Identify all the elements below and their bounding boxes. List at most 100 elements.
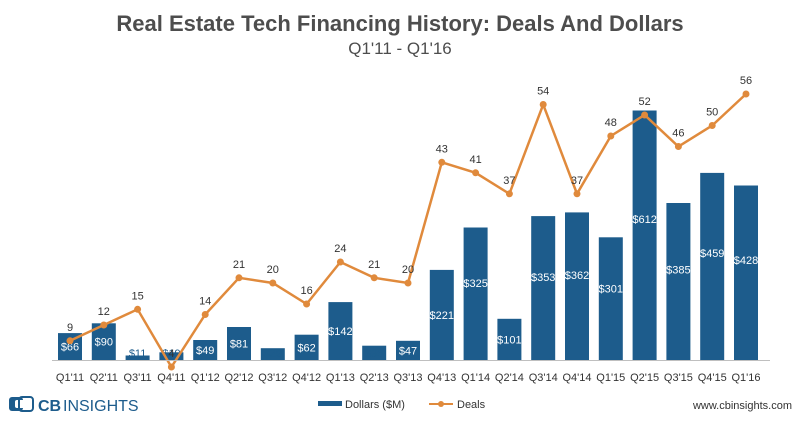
legend-dollars-swatch (318, 401, 342, 406)
bar-6 (260, 348, 285, 360)
deal-point-15 (573, 190, 581, 198)
deal-value-label-7: 16 (300, 285, 312, 297)
legend: Dollars ($M) Deals (318, 399, 486, 411)
bar-value-label-5: $81 (230, 339, 248, 351)
bar-7 (294, 334, 319, 360)
x-tick-label-7: Q4'12 (292, 372, 321, 384)
deal-value-label-19: 50 (706, 107, 718, 119)
deal-value-label-4: 14 (199, 296, 211, 308)
deal-value-label-11: 43 (436, 143, 448, 155)
legend-dollars-label: Dollars ($M) (345, 399, 405, 411)
logo-insights-text: INSIGHTS (63, 398, 139, 415)
bar-value-label-18: $385 (666, 265, 690, 277)
bar-value-label-0: $66 (61, 342, 79, 354)
deal-point-1 (100, 321, 108, 329)
bar-value-label-19: $459 (700, 248, 724, 260)
bar-value-label-20: $428 (734, 255, 758, 267)
bar-value-label-6: $29 (264, 348, 282, 360)
deal-value-label-15: 37 (571, 175, 583, 187)
deal-value-label-6: 20 (267, 264, 279, 276)
bar-value-label-16: $301 (599, 284, 623, 296)
deal-value-label-18: 46 (672, 128, 684, 140)
deal-value-label-20: 56 (740, 75, 752, 87)
bar-value-label-9: $35 (365, 348, 383, 360)
x-tick-label-8: Q1'13 (326, 372, 355, 384)
deal-point-2 (134, 305, 142, 313)
bar-value-label-10: $47 (399, 345, 417, 357)
bar-value-label-17: $612 (632, 214, 656, 226)
deal-value-label-2: 15 (131, 290, 143, 302)
deal-value-label-14: 54 (537, 86, 549, 98)
bar-18 (666, 203, 691, 360)
bar-14 (531, 216, 556, 360)
bar-17 (632, 110, 657, 360)
bar-value-label-4: $49 (196, 345, 214, 357)
x-tick-label-10: Q3'13 (393, 372, 422, 384)
x-tick-label-16: Q1'15 (596, 372, 625, 384)
bar-value-label-2: $11 (129, 348, 147, 360)
deal-point-19 (708, 122, 716, 129)
deal-value-label-10: 20 (402, 264, 414, 276)
x-tick-label-19: Q4'15 (698, 372, 727, 384)
x-tick-label-5: Q2'12 (224, 372, 253, 384)
deal-value-label-1: 12 (98, 306, 110, 318)
legend-deals-marker (438, 401, 444, 407)
bar-8 (328, 302, 353, 360)
deal-point-18 (674, 143, 682, 150)
bar-value-label-1: $90 (95, 337, 113, 349)
deal-value-label-0: 9 (67, 322, 73, 334)
x-tick-label-15: Q4'14 (562, 372, 591, 384)
bar-4 (193, 340, 218, 360)
deal-point-6 (269, 279, 277, 287)
x-tick-label-3: Q4'11 (157, 372, 185, 384)
bar-value-label-7: $62 (297, 342, 315, 354)
bar-value-label-11: $221 (430, 310, 454, 322)
bar-15 (565, 212, 589, 360)
chart-title: Real Estate Tech Financing History: Deal… (116, 11, 683, 36)
deal-value-label-3: 4 (168, 348, 174, 360)
deal-value-label-5: 21 (233, 259, 245, 271)
deal-point-0 (66, 337, 74, 345)
deal-value-label-17: 52 (638, 96, 650, 108)
bar-16 (598, 237, 623, 360)
x-tick-label-17: Q2'15 (630, 372, 659, 384)
deal-point-14 (539, 101, 547, 108)
bar-20 (734, 185, 758, 360)
bar-11 (429, 269, 454, 360)
deal-value-label-8: 24 (334, 243, 346, 255)
x-tick-label-12: Q1'14 (461, 372, 490, 384)
deal-value-label-12: 41 (469, 154, 481, 166)
bar-9 (362, 345, 387, 360)
deal-point-group (66, 90, 750, 371)
bar-13 (497, 318, 522, 360)
deal-point-8 (336, 258, 344, 266)
bar-12 (463, 227, 488, 360)
deal-label-group: 9 12 15 4 14 21 20 16 24 21 20 43 41 37 54 37 48 52 46 50 56 (67, 75, 752, 360)
x-tick-label-1: Q2'11 (90, 372, 118, 384)
x-tick-label-20: Q1'16 (731, 372, 760, 384)
deal-value-label-13: 37 (503, 175, 515, 187)
deal-point-13 (505, 190, 513, 198)
bar-19 (700, 172, 725, 360)
deal-point-10 (404, 279, 412, 287)
x-tick-group: Q1'11 Q2'11 Q3'11 Q4'11 Q1'12 Q2'12 Q3'12 Q4'12… (56, 372, 761, 384)
deal-point-12 (472, 169, 480, 177)
x-tick-label-13: Q2'14 (495, 372, 524, 384)
deal-point-4 (201, 311, 209, 318)
deal-point-11 (438, 158, 446, 166)
bar-value-label-13: $101 (497, 334, 521, 346)
logo-cb-text: CB (38, 398, 61, 415)
bar-value-label-12: $325 (463, 278, 487, 290)
x-tick-label-4: Q1'12 (191, 372, 220, 384)
legend-deals-label: Deals (457, 399, 486, 411)
deal-point-17 (641, 111, 649, 119)
bar-value-label-15: $362 (565, 270, 589, 282)
bar-value-label-8: $142 (328, 326, 352, 338)
x-tick-label-6: Q3'12 (258, 372, 287, 384)
deal-point-16 (607, 132, 615, 140)
deal-point-20 (742, 90, 750, 98)
bar-5 (227, 327, 251, 360)
chart-subtitle: Q1'11 - Q1'16 (348, 39, 452, 58)
website-link[interactable]: www.cbinsights.com (692, 400, 792, 412)
